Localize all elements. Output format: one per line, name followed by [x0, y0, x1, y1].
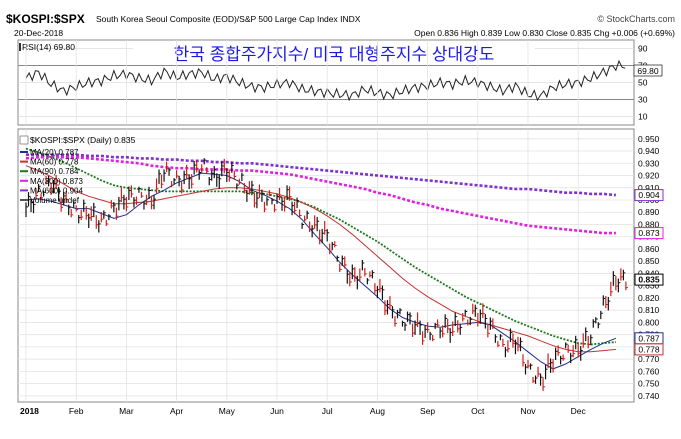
price-tick-label: 0.830	[638, 281, 660, 291]
last-value-box	[634, 273, 664, 286]
price-tick-label: 0.850	[638, 256, 660, 266]
price-tick-label: 0.800	[638, 317, 660, 327]
legend-item-label: MA(300) 0.873	[30, 177, 83, 186]
legend-item-label: MA(90) 0.784	[30, 167, 79, 176]
price-tick-label: 0.910	[638, 183, 660, 193]
rsi-line	[25, 59, 626, 102]
last-value-box	[634, 343, 664, 356]
legend-title: $KOSPI:$SPX (Daily) 0.835	[30, 135, 136, 145]
price-tick-label: 0.890	[638, 207, 660, 217]
rsi-tick-label: 50	[638, 78, 648, 88]
ma600-line	[26, 153, 617, 197]
rsi-label-swatch	[19, 43, 21, 51]
last-value-label: 0.904	[638, 190, 660, 200]
price-grid	[18, 138, 634, 397]
header-ohlc: Open 0.836 High 0.839 Low 0.830 Close 0.…	[414, 28, 675, 38]
x-tick-label: Dec	[571, 406, 587, 416]
header-symbol: $KOSPI:$SPX	[6, 12, 85, 26]
last-value-label: 0.778	[638, 344, 660, 354]
x-ticks: 2018 Feb Mar Apr May Jun Jul Aug Sep Oct Nov Dec	[20, 406, 587, 416]
price-ticks: 0.9500.9400.9300.9200.9100.9000.8900.880…	[638, 134, 660, 401]
price-bars	[25, 158, 628, 391]
rsi-tick-label: 90	[638, 44, 648, 54]
legend-item-label: MA(60) 0.778	[30, 158, 79, 167]
header-brand[interactable]: © StockCharts.com	[597, 14, 675, 24]
price-tick-label: 0.810	[638, 305, 660, 315]
x-tick-label: Nov	[520, 406, 536, 416]
x-tick-label: Oct	[471, 406, 485, 416]
overlay-title: 한국 종합주가지수/ 미국 대형주지수 상대강도	[174, 45, 495, 64]
rsi-ticks: 9070503010	[638, 44, 648, 122]
legend-item-label: MA(20) 0.787	[30, 148, 79, 157]
ma300-line	[25, 155, 616, 235]
price-tick-label: 0.950	[638, 134, 660, 144]
price-tick-label: 0.760	[638, 366, 660, 376]
price-tick-label: 0.820	[638, 293, 660, 303]
title-background	[133, 43, 535, 65]
legend-title-swatch	[19, 135, 29, 145]
x-grid	[25, 40, 579, 402]
x-tick-label: Apr	[170, 406, 183, 416]
price-tick-label: 0.860	[638, 244, 660, 254]
rsi-last-value-box	[633, 64, 663, 77]
rsi-last-value-label: 69.80	[637, 66, 659, 76]
price-tick-label: 0.750	[638, 379, 660, 389]
last-value-label: 0.787	[638, 333, 660, 343]
rsi-tick-label: 10	[638, 112, 648, 122]
x-tick-label: Mar	[119, 406, 134, 416]
price-tick-label: 0.940	[638, 146, 660, 156]
last-value-box	[634, 227, 664, 240]
price-tick-label: 0.770	[638, 354, 660, 364]
last-value-label: 0.873	[638, 228, 660, 238]
x-tick-label: Feb	[69, 406, 84, 416]
x-tick-label: 2018	[20, 406, 39, 416]
x-tick-label: Jul	[322, 406, 333, 416]
rsi-tick-label: 30	[638, 95, 648, 105]
price-tick-label: 0.920	[638, 171, 660, 181]
price-tick-label: 0.930	[638, 158, 660, 168]
rsi-label: RSI(14) 69.80	[22, 42, 75, 52]
last-value-label: 0.835	[638, 275, 660, 285]
last-value-box	[634, 189, 664, 202]
price-tick-label: 0.880	[638, 219, 660, 229]
price-tick-label: 0.740	[638, 391, 660, 401]
x-tick-label: Aug	[370, 406, 385, 416]
header-date: 20-Dec-2018	[14, 28, 63, 38]
x-tick-label: Sep	[420, 406, 435, 416]
x-tick-label: May	[219, 406, 236, 416]
legend-item-label: MA(600) 0.904	[30, 186, 83, 195]
x-tick-label: Jun	[270, 406, 284, 416]
price-panel-frame	[17, 128, 635, 403]
legend-item-label: Volume undef	[30, 196, 80, 205]
header-description: South Korea Seoul Composite (EOD)/S&P 50…	[96, 14, 361, 24]
ma90-line	[25, 147, 616, 346]
price-tick-label: 0.840	[638, 268, 660, 278]
